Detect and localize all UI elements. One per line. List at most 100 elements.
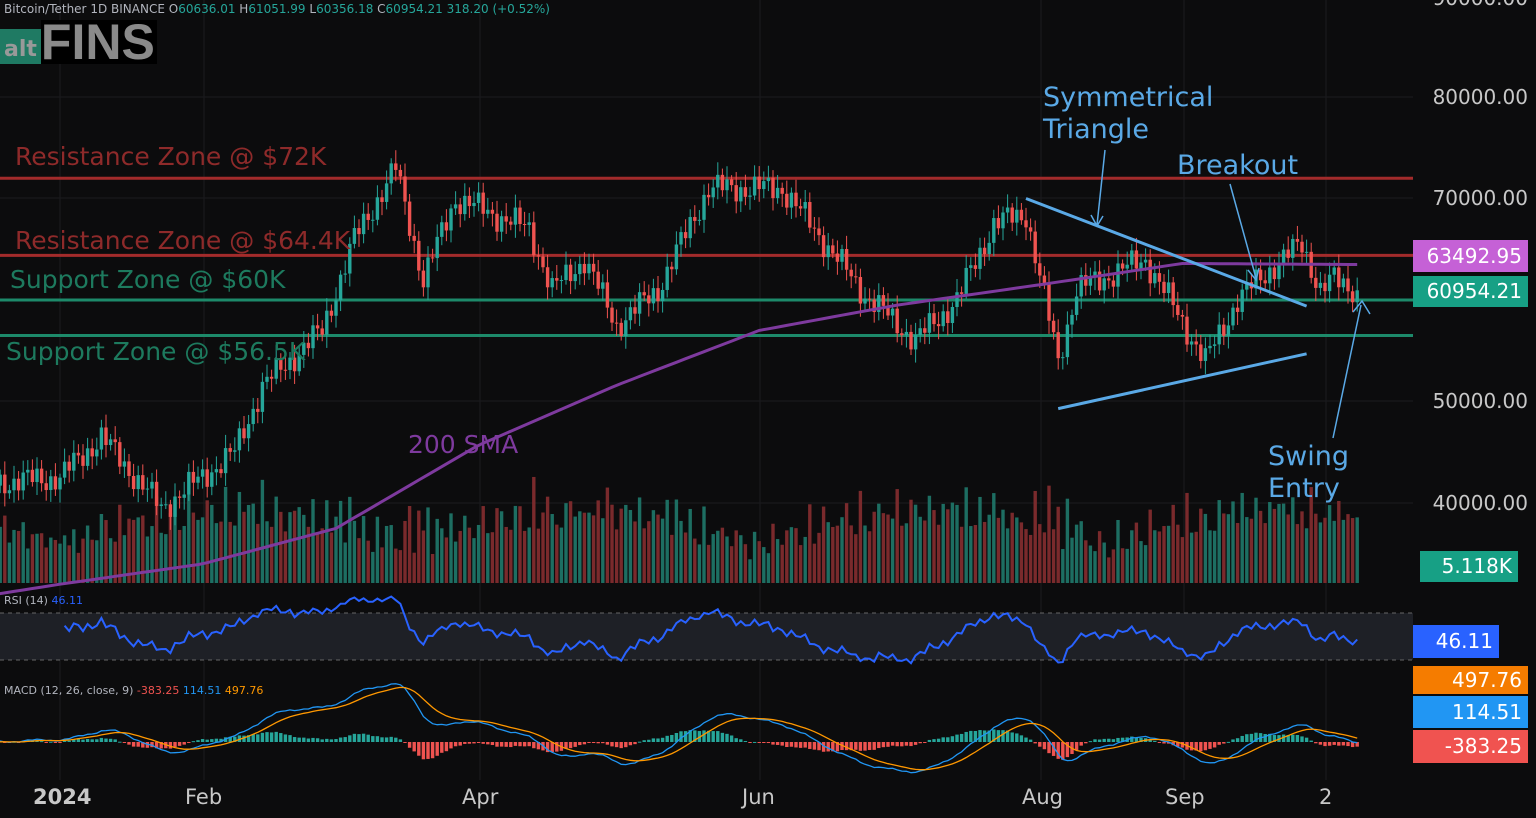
volume-bar [697, 544, 702, 583]
volume-bar [76, 552, 81, 583]
candle-body [849, 269, 853, 277]
candle-body [923, 328, 927, 333]
macd-hist-bar [251, 734, 255, 742]
candle-body [251, 408, 255, 425]
volume-bar [343, 542, 347, 583]
volume-bar [987, 514, 991, 583]
macd-hist-bar [1176, 742, 1180, 747]
candle-body [628, 307, 633, 321]
altfins-logo: alt FINS [0, 17, 157, 67]
volume-bar [867, 531, 872, 583]
sma-label: 200 SMA [408, 430, 519, 459]
macd-hist-bar [246, 735, 251, 742]
change-value: 318.20 (+0.52%) [446, 2, 550, 16]
candle-body [1166, 282, 1171, 294]
macd-hist-bar [978, 730, 982, 742]
candle-body [844, 248, 849, 270]
volume-bar [959, 526, 964, 583]
volume-bar [992, 493, 996, 583]
volume-bar [159, 532, 163, 583]
candle-body [182, 494, 186, 498]
macd-hist-bar [959, 733, 964, 742]
candle-body [725, 179, 729, 191]
macd-hist-bar [693, 730, 697, 742]
macd-hist-bar [200, 739, 205, 742]
macd-hist-bar [877, 742, 881, 749]
candle-body [200, 469, 205, 477]
macd-hist-bar [987, 730, 991, 742]
candle-body [1143, 259, 1148, 263]
level-label: Resistance Zone @ $72K [15, 142, 327, 171]
volume-bar [748, 559, 752, 583]
volume-bar [472, 538, 476, 583]
macd-hist-bar [752, 741, 757, 743]
macd-hist-bar [831, 742, 835, 752]
macd-hist-bar [279, 733, 283, 742]
macd-hist-bar [982, 730, 987, 742]
candle-body [766, 177, 771, 182]
volume-bar [982, 521, 987, 583]
macd-hist-bar [90, 739, 94, 742]
macd-hist-bar [923, 742, 927, 743]
volume-bar [693, 538, 697, 583]
volume-bar [1323, 517, 1327, 583]
macd-hist-bar [53, 742, 58, 743]
x-tick: Aug [1022, 785, 1064, 809]
macd-hist-bar [1341, 742, 1346, 746]
candle-body [260, 381, 265, 412]
volume-bar [237, 491, 242, 583]
macd-hist-bar [550, 742, 554, 753]
price-tick: 90000.00 [1433, 0, 1528, 10]
candle-body [81, 455, 85, 466]
candle-body [568, 264, 573, 282]
macd-hist-bar [1107, 738, 1111, 742]
candle-body [67, 461, 71, 471]
level-label: Support Zone @ $56.5K [6, 337, 306, 366]
candle-body [1222, 324, 1226, 336]
candle-body [803, 202, 807, 209]
volume-bar [1116, 519, 1120, 583]
macd-hist-bar [1130, 736, 1134, 742]
candle-body [1038, 263, 1042, 276]
candle-body [826, 245, 830, 258]
volume-bar [1079, 521, 1083, 583]
volume-bar [1038, 524, 1042, 583]
macd-hist-bar [380, 737, 384, 742]
macd-hist-bar [490, 742, 495, 746]
volume-bar [706, 544, 711, 583]
volume-bar [1061, 549, 1065, 583]
macd-hist-bar [242, 735, 246, 742]
candle-body [904, 331, 909, 336]
macd-hist-bar [826, 742, 830, 752]
candle-body [435, 236, 439, 259]
macd-hist-bar [509, 742, 513, 748]
macd-hist-bar [886, 742, 890, 747]
candle-body [578, 263, 582, 275]
macd-hist-bar [532, 742, 536, 749]
candle-body [1212, 344, 1217, 346]
macd-hist-bar [780, 742, 784, 746]
candle-body [39, 468, 44, 484]
volume-bar [890, 518, 895, 583]
volume-bar [426, 507, 430, 583]
exchange: BINANCE [111, 2, 165, 16]
candle-body [670, 266, 674, 270]
candle-body [992, 218, 996, 243]
macd-hist-bar [660, 737, 665, 742]
candle-body [426, 257, 430, 288]
candle-body [72, 452, 76, 471]
volume-bar [113, 541, 117, 583]
volume-bar [1033, 490, 1037, 583]
volume-bar [789, 527, 794, 583]
volume-bar [688, 508, 692, 583]
volume-bar [1350, 518, 1355, 583]
macd-hist-bar [1291, 734, 1295, 742]
volume-bar [1051, 529, 1056, 583]
price-tick: 80000.00 [1432, 85, 1528, 109]
volume-bar [72, 529, 76, 583]
candle-body [1139, 262, 1143, 269]
macd-hist-bar [1199, 742, 1203, 752]
macd-hist-bar [762, 742, 766, 743]
volume-bar [58, 543, 62, 583]
